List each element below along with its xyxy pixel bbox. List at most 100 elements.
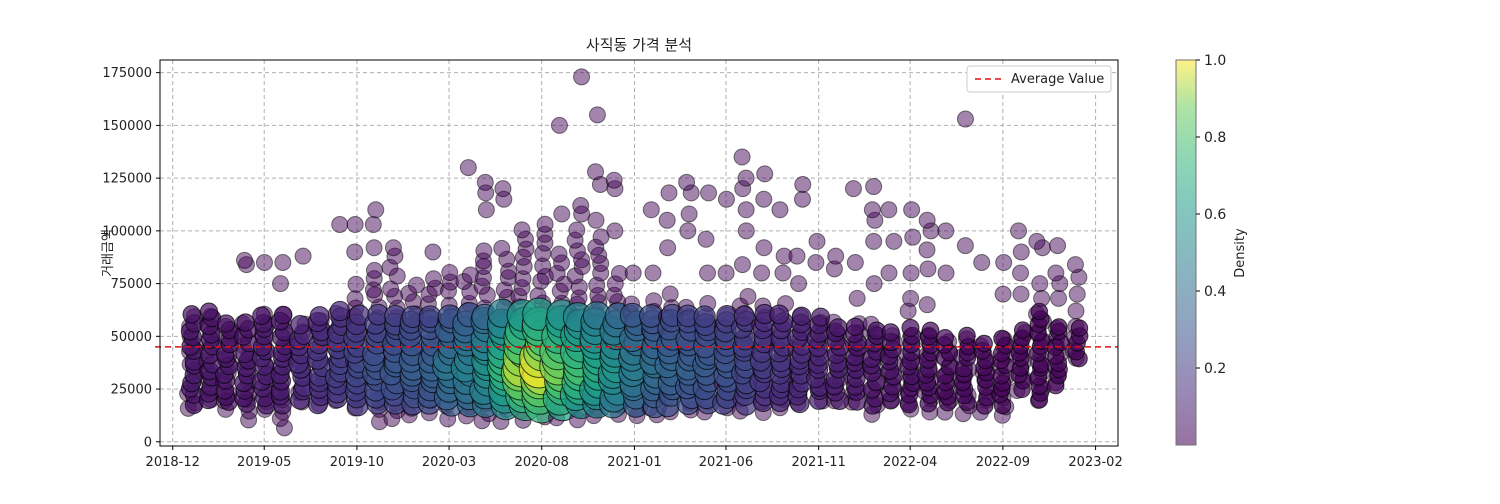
- data-point: [904, 228, 922, 246]
- colorbar-tick-label: 0.6: [1204, 207, 1226, 223]
- data-point: [216, 314, 236, 333]
- data-point: [364, 216, 382, 234]
- data-point: [425, 270, 443, 288]
- colorbar-tick-label: 0.8: [1204, 130, 1226, 146]
- data-point: [273, 305, 293, 325]
- y-axis: 0 25000 50000 75000 100000 125000 150000 175000: [102, 66, 160, 450]
- data-point: [791, 306, 812, 326]
- data-point: [513, 221, 531, 239]
- x-tick-label: 2022-04: [883, 455, 937, 470]
- chart-title: 사직동 가격 분석: [586, 36, 692, 54]
- data-point: [572, 197, 590, 215]
- data-point: [642, 201, 660, 219]
- data-point: [846, 253, 864, 271]
- colorbar-label: Density: [1233, 228, 1248, 278]
- data-point: [733, 148, 751, 166]
- x-tick-label: 2020-03: [422, 455, 476, 470]
- data-point: [1012, 264, 1030, 282]
- x-tick-label: 2023-02: [1068, 455, 1122, 470]
- data-point: [272, 275, 290, 293]
- data-point: [658, 211, 676, 229]
- data-point: [936, 328, 954, 347]
- data-point: [880, 201, 898, 219]
- data-point: [659, 239, 677, 257]
- data-point: [880, 264, 898, 282]
- data-point: [1010, 222, 1028, 240]
- data-point: [717, 264, 735, 282]
- data-point: [346, 290, 364, 308]
- data-point: [290, 314, 310, 335]
- x-tick-label: 2020-08: [515, 455, 569, 470]
- data-point: [717, 190, 735, 208]
- data-point: [937, 264, 955, 282]
- data-point: [644, 264, 662, 282]
- data-point: [902, 289, 920, 307]
- data-point: [828, 318, 848, 338]
- data-point: [660, 184, 678, 202]
- x-tick-label: 2019-05: [237, 455, 291, 470]
- data-point: [255, 253, 273, 271]
- data-point: [274, 253, 292, 271]
- data-point: [958, 326, 976, 345]
- data-point: [367, 201, 385, 219]
- data-point: [975, 334, 993, 353]
- data-point: [1033, 289, 1051, 307]
- data-point: [902, 264, 920, 282]
- data-point: [588, 106, 606, 124]
- data-point: [1070, 319, 1089, 337]
- y-tick-label: 100000: [102, 224, 152, 239]
- data-point: [865, 232, 883, 250]
- data-point: [294, 247, 312, 265]
- colorbar-tick-label: 0.4: [1204, 284, 1226, 300]
- data-point: [605, 171, 623, 189]
- data-point: [774, 264, 792, 282]
- data-point: [753, 264, 771, 282]
- data-point: [827, 247, 845, 265]
- colorbar-tick-label: 1.0: [1204, 53, 1226, 69]
- x-tick-label: 2021-06: [699, 455, 753, 470]
- data-point: [346, 216, 364, 234]
- data-point: [1012, 243, 1030, 261]
- data-point: [1012, 285, 1030, 303]
- data-point: [550, 116, 568, 134]
- data-point: [700, 184, 718, 202]
- data-point: [331, 216, 349, 234]
- data-point: [733, 256, 751, 274]
- data-point: [587, 211, 605, 229]
- data-point: [937, 222, 955, 240]
- data-point: [680, 205, 698, 223]
- y-tick-label: 150000: [102, 119, 152, 134]
- x-tick-label: 2021-01: [607, 455, 661, 470]
- plot-frame: [159, 59, 1119, 447]
- data-point: [1031, 275, 1049, 293]
- data-point: [679, 222, 697, 240]
- data-point: [1067, 302, 1085, 320]
- data-point: [737, 222, 755, 240]
- x-tick-label: 2018-12: [146, 455, 200, 470]
- data-point: [1050, 318, 1068, 336]
- data-point: [733, 305, 755, 327]
- y-tick-label: 25000: [111, 383, 152, 398]
- data-point: [1028, 232, 1046, 250]
- data-point: [921, 321, 940, 340]
- data-point: [697, 230, 715, 248]
- y-tick-label: 50000: [111, 330, 152, 345]
- data-point: [553, 205, 571, 223]
- data-point: [865, 275, 883, 293]
- data-point: [808, 232, 826, 250]
- data-point: [678, 173, 696, 191]
- data-point: [901, 318, 920, 337]
- data-point: [788, 247, 806, 265]
- data-point: [769, 304, 790, 325]
- data-point: [848, 289, 866, 307]
- data-point: [441, 263, 459, 281]
- data-point: [493, 239, 511, 257]
- data-point: [881, 323, 900, 342]
- data-point: [863, 201, 881, 219]
- data-point: [1068, 285, 1086, 303]
- data-point: [365, 261, 383, 279]
- data-point: [475, 242, 493, 260]
- y-axis-label: 거래금액: [101, 229, 116, 277]
